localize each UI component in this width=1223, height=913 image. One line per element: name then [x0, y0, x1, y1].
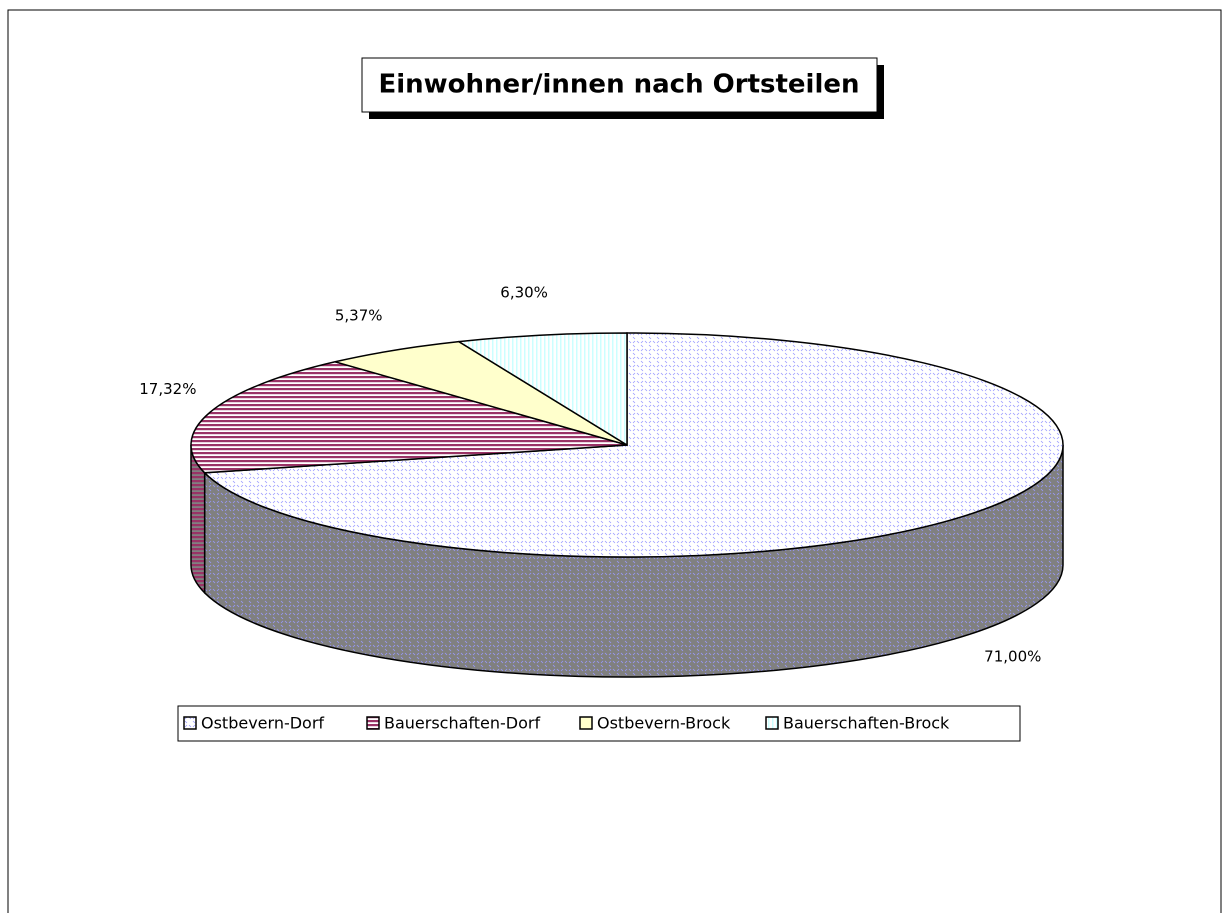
legend-label: Bauerschaften-Dorf — [384, 714, 540, 733]
data-label: 6,30% — [500, 284, 548, 302]
legend-label: Ostbevern-Brock — [597, 714, 731, 733]
legend-swatch — [579, 716, 593, 730]
legend-label: Bauerschaften-Brock — [783, 714, 950, 733]
slice — [334, 340, 628, 446]
data-label: 5,37% — [335, 307, 383, 325]
legend-swatch — [183, 716, 197, 730]
data-label: 17,32% — [139, 380, 196, 398]
chart-title: Einwohner/innen nach Ortsteilen — [378, 70, 859, 100]
slice — [202, 332, 1064, 558]
legend-box — [177, 705, 1021, 742]
legend-swatch — [366, 716, 380, 730]
slice — [190, 361, 628, 474]
legend-swatch — [765, 716, 779, 730]
slices: 71,00% 17,32% 5,37% 6,30% — [139, 284, 1064, 678]
title-box — [361, 57, 878, 113]
data-label: 71,00% — [984, 647, 1041, 665]
slice — [456, 332, 628, 447]
legend-label: Ostbevern-Dorf — [201, 714, 324, 733]
legend: Ostbevern-Dorf Bauerschaften-Dorf Ostbever… — [183, 714, 950, 733]
